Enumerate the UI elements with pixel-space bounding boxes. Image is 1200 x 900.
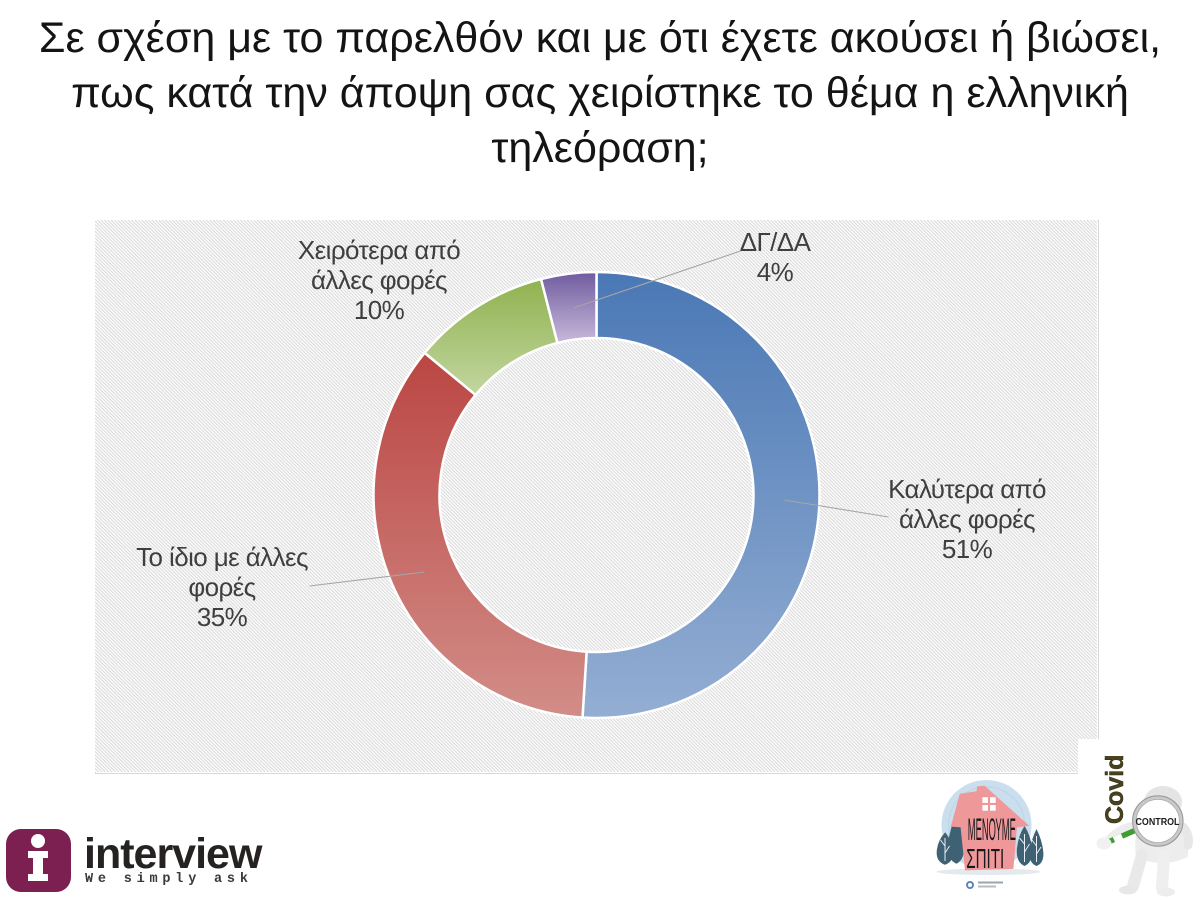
- svg-text:CONTROL: CONTROL: [1136, 816, 1180, 828]
- svg-text:ΣΠΙΤΙ: ΣΠΙΤΙ: [966, 843, 1004, 874]
- svg-text:ΜΕΝΟΥΜΕ: ΜΕΝΟΥΜΕ: [968, 812, 1016, 847]
- svg-text:Covid: Covid: [1101, 755, 1129, 824]
